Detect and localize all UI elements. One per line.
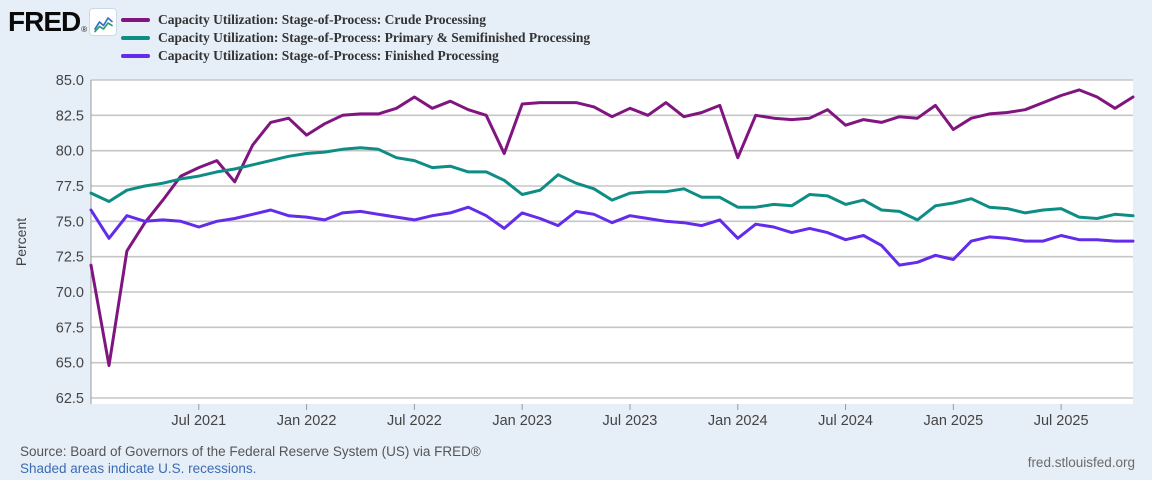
fred-site-url: fred.stlouisfed.org [1027,455,1135,470]
y-tick-label: 67.5 [56,320,84,336]
legend-swatch-finished [121,54,150,58]
legend-swatch-crude [121,18,150,22]
source-attribution: Source: Board of Governors of the Federa… [20,444,481,459]
series-line-0 [89,88,1135,367]
legend: Capacity Utilization: Stage-of-Process: … [121,11,590,65]
y-tick-label: 75.0 [56,214,84,230]
y-tick-label: 65.0 [56,356,84,372]
x-tick-label: Jan 2025 [924,413,984,429]
y-tick-label: 72.5 [56,250,84,266]
y-axis-title: Percent [13,217,29,267]
registered-trademark: ® [81,25,88,34]
fred-logo: FRED ® [8,6,118,37]
series-line-1 [89,146,1135,222]
x-tick-label: Jul 2025 [1034,413,1089,429]
recessions-link[interactable]: Shaded areas indicate U.S. recessions. [20,461,257,476]
y-tick-label: 77.5 [56,179,84,195]
legend-label-primary-semifinished: Capacity Utilization: Stage-of-Process: … [158,30,591,45]
fred-logo-text: FRED [8,6,81,37]
x-tick-label: Jan 2024 [708,413,768,429]
y-tick-label: 70.0 [56,285,84,301]
legend-label-finished: Capacity Utilization: Stage-of-Process: … [158,48,499,63]
x-tick-label: Jul 2023 [603,413,658,429]
legend-swatch-primary-semifinished [121,36,150,40]
y-tick-label: 80.0 [56,144,84,160]
y-tick-label: 82.5 [56,108,84,124]
plot-background [91,80,1133,404]
legend-item-finished: Capacity Utilization: Stage-of-Process: … [121,47,590,65]
x-tick-label: Jul 2024 [818,413,873,429]
y-tick-label: 85.0 [56,73,84,89]
y-tick-label: 62.5 [56,391,84,407]
x-tick-label: Jul 2022 [387,413,442,429]
x-tick-label: Jul 2021 [171,413,226,429]
legend-item-crude: Capacity Utilization: Stage-of-Process: … [121,11,590,29]
x-tick-label: Jan 2022 [277,413,337,429]
legend-item-primary-semifinished: Capacity Utilization: Stage-of-Process: … [121,29,590,47]
series-line-2 [89,205,1135,267]
legend-label-crude: Capacity Utilization: Stage-of-Process: … [158,12,486,27]
x-tick-label: Jan 2023 [492,413,552,429]
fred-sparkline-icon [89,8,118,36]
